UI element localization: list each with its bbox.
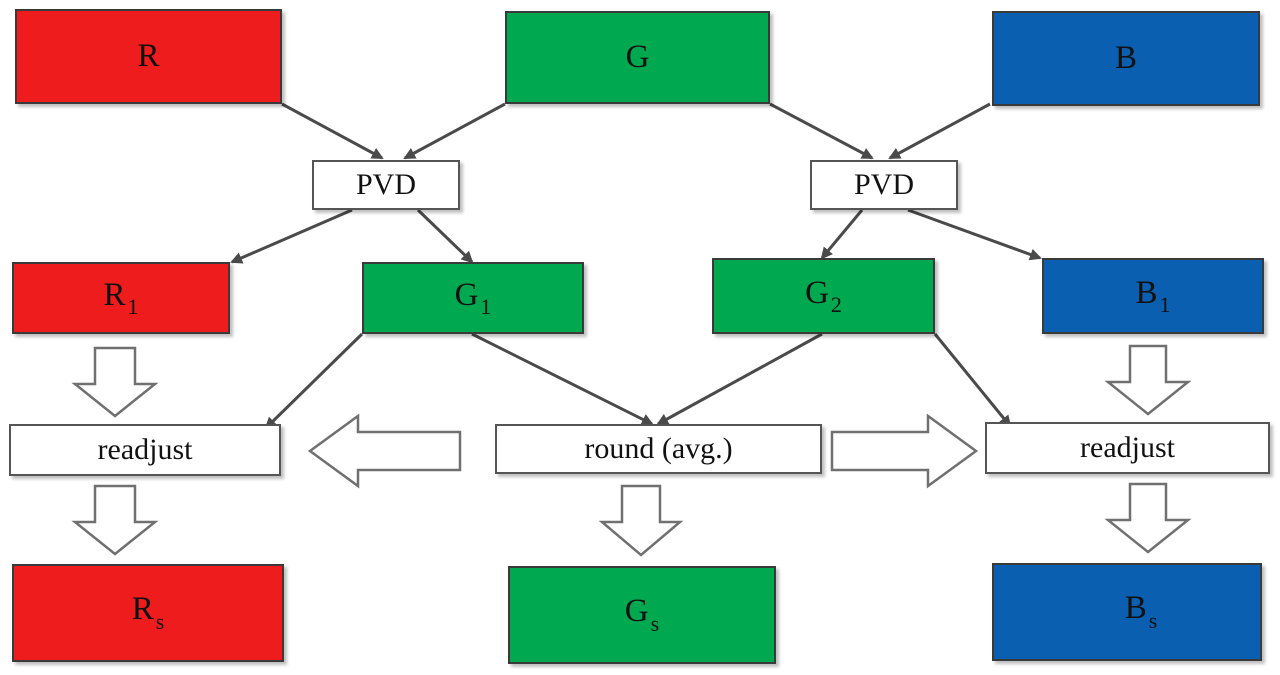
block-arrow-b1-to-readjust [1104, 344, 1192, 416]
input-b-label: B [1114, 40, 1137, 76]
pvd-left-box: PVD [312, 160, 460, 210]
bs-sub: s [1148, 608, 1158, 633]
readjust-left-label: readjust [97, 433, 193, 466]
r1-box: R1 [12, 262, 230, 334]
output-rs-box: Rs [12, 564, 284, 662]
input-g-label: G [625, 39, 650, 75]
g1-base: G [454, 276, 479, 313]
arrow-pvd-left-to-g1 [416, 208, 474, 264]
readjust-right-box: readjust [985, 422, 1270, 474]
b1-sub: 1 [1159, 291, 1171, 317]
b1-box: B1 [1042, 258, 1264, 334]
arrow-g-to-pvd-left [403, 102, 506, 160]
block-arrow-round-to-readjust-right [830, 413, 979, 489]
g1-sub: 1 [480, 293, 492, 319]
block-arrow-round-to-readjust-left [307, 413, 462, 489]
rs-base: R [131, 591, 154, 627]
arrow-pvd-right-to-b1 [907, 208, 1042, 261]
block-arrow-round-to-gs [598, 484, 684, 557]
readjust-right-label: readjust [1080, 431, 1175, 464]
arrow-b-to-pvd-right [888, 102, 991, 160]
output-gs-box: Gs [508, 566, 776, 664]
g1-label: G1 [454, 276, 492, 319]
g2-label: G2 [805, 274, 842, 317]
block-arrow-readjust-to-bs [1104, 482, 1192, 554]
arrow-g1-to-readjust-left [264, 332, 364, 430]
gs-label: Gs [625, 595, 659, 635]
r1-base: R [103, 276, 126, 313]
input-r-label: R [137, 38, 160, 74]
readjust-left-box: readjust [9, 424, 281, 476]
arrow-pvd-left-to-r1 [230, 208, 353, 264]
round-avg-label: round (avg.) [584, 432, 733, 465]
rs-label: Rs [132, 593, 165, 633]
output-bs-box: Bs [992, 563, 1262, 661]
bs-label: Bs [1125, 592, 1158, 632]
pvd-right-box: PVD [810, 160, 958, 210]
g2-sub: 2 [830, 291, 842, 317]
g2-box: G2 [712, 258, 935, 334]
arrow-pvd-right-to-g2 [820, 209, 864, 260]
pvd-right-label: PVD [853, 168, 914, 201]
arrow-r-to-pvd-left [281, 102, 384, 160]
gs-base: G [624, 593, 649, 629]
pvd-left-label: PVD [355, 168, 416, 201]
r1-label: R1 [103, 276, 139, 319]
arrow-g2-to-round [656, 332, 823, 426]
b1-label: B1 [1135, 274, 1171, 317]
rs-sub: s [155, 609, 165, 634]
arrow-g2-to-readjust-right [933, 333, 1012, 428]
round-avg-box: round (avg.) [495, 424, 822, 474]
g2-base: G [805, 274, 829, 311]
bs-base: B [1124, 590, 1147, 626]
input-b-box: B [992, 11, 1260, 106]
arrow-g-to-pvd-right [769, 102, 874, 160]
r1-sub: 1 [127, 293, 139, 319]
input-r-box: R [15, 9, 282, 104]
arrow-g1-to-round [471, 332, 654, 426]
input-g-box: G [505, 11, 770, 104]
g1-box: G1 [362, 262, 584, 334]
block-arrow-r1-to-readjust [71, 346, 159, 418]
b1-base: B [1135, 274, 1158, 311]
block-arrow-readjust-to-rs [71, 484, 159, 556]
gs-sub: s [650, 611, 660, 636]
